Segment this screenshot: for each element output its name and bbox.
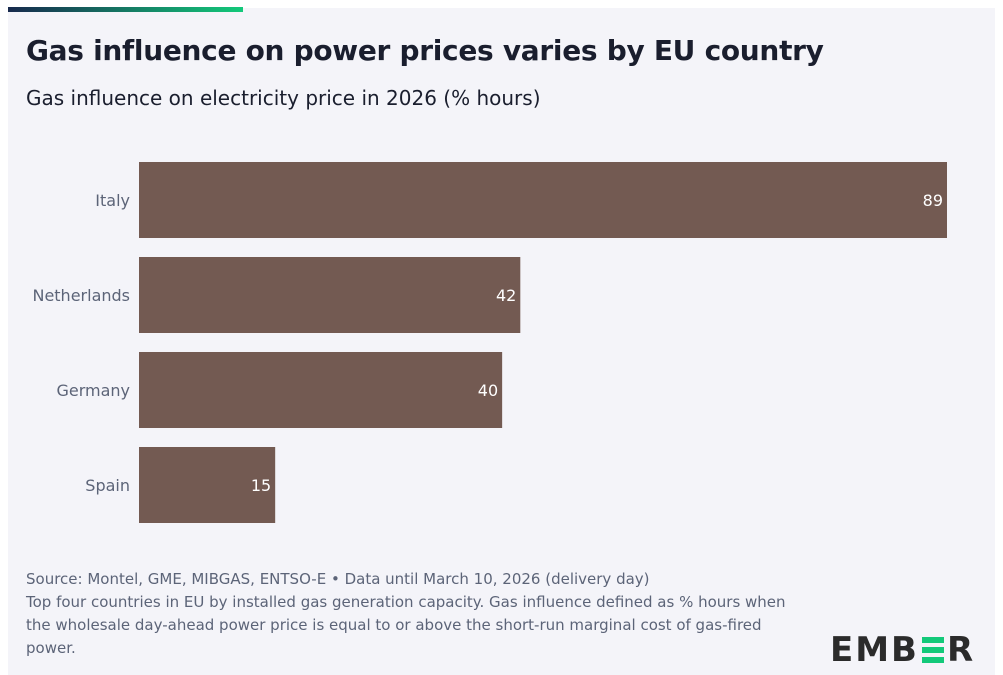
bar-germany [139, 352, 503, 428]
category-label: Spain [85, 476, 130, 495]
note-text: Top four countries in EU by installed ga… [26, 593, 786, 657]
category-label: Netherlands [32, 286, 130, 305]
chart-subtitle: Gas influence on electricity price in 20… [26, 86, 541, 110]
source-text: Source: Montel, GME, MIBGAS, ENTSO-E • D… [26, 570, 650, 588]
accent-bar [8, 7, 243, 12]
bar-italy [139, 162, 947, 238]
chart-title: Gas influence on power prices varies by … [26, 34, 824, 67]
data-label: 89 [923, 191, 943, 210]
bar-spain [139, 447, 276, 523]
bar-netherlands [139, 257, 521, 333]
data-label: 42 [496, 286, 516, 305]
chart-panel [8, 8, 995, 675]
data-label: 15 [251, 476, 271, 495]
data-label: 40 [478, 381, 498, 400]
ember-logo: EMB R [830, 630, 976, 670]
category-label: Germany [56, 381, 130, 400]
footer: Source: Montel, GME, MIBGAS, ENTSO-E • D… [26, 568, 806, 660]
category-label: Italy [95, 191, 130, 210]
